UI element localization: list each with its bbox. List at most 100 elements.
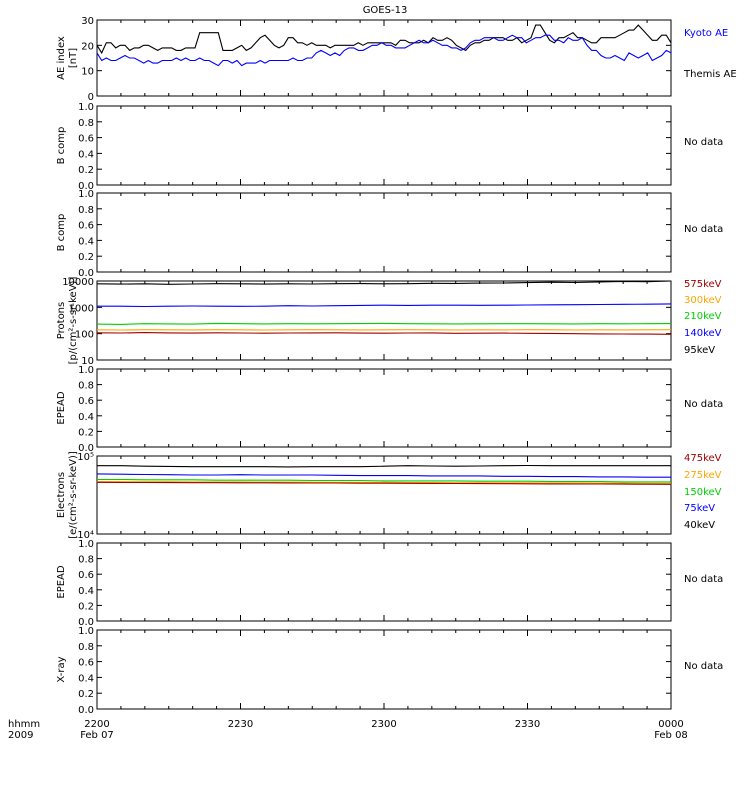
panel-8: 0.0 0.2 0.4 0.6 0.8 1.0 X-ray No data bbox=[56, 626, 723, 716]
x-tick-label: 2200 bbox=[84, 719, 109, 730]
y-axis-label: X-ray bbox=[56, 656, 67, 682]
y-tick-label: 30 bbox=[81, 16, 94, 27]
panel-1: 0 10 20 30 AE index [nT] Kyoto AE Themis AE bbox=[56, 16, 737, 103]
y-tick-label: 0.8 bbox=[78, 205, 94, 216]
legend-entry: Themis AE bbox=[683, 69, 737, 80]
y-axis-label-units: [p/(cm²-s-sr-keV)] bbox=[68, 277, 79, 365]
series-line-themis-ae bbox=[96, 24, 672, 55]
y-tick-label: 0.2 bbox=[78, 252, 94, 263]
y-axis-label: Protons bbox=[56, 302, 67, 339]
y-tick-label: 0.4 bbox=[78, 673, 94, 684]
series-line-575kev bbox=[96, 332, 672, 335]
series-line-75kev bbox=[96, 473, 671, 478]
series-line-150kev bbox=[97, 478, 671, 483]
series-line-140kev bbox=[97, 303, 672, 308]
y-tick-label: 0.8 bbox=[78, 381, 94, 392]
x-tick-label: 2300 bbox=[371, 719, 396, 730]
y-tick-label: 10⁴ bbox=[77, 530, 94, 541]
y-tick-label: 0.4 bbox=[78, 236, 94, 247]
x-tick-label: 0000 bbox=[658, 719, 683, 730]
x-tick-date-label: Feb 08 bbox=[654, 730, 688, 741]
y-tick-label: 0.4 bbox=[78, 586, 94, 597]
panel-2: 0.0 0.2 0.4 0.6 0.8 1.0 B comp No data bbox=[56, 102, 723, 192]
time-axis-label-hhmm: hhmm bbox=[8, 719, 40, 730]
y-tick-label: 100 bbox=[75, 330, 94, 341]
series-line-275kev bbox=[97, 481, 671, 484]
y-axis-label: B comp bbox=[56, 214, 67, 252]
y-tick-label: 10 bbox=[81, 356, 94, 367]
panel-4: 10 100 1000 10000 Protons [p/(cm²-s-sr-keV)] 5… bbox=[56, 277, 722, 367]
legend-entry: 275keV bbox=[684, 470, 722, 481]
panel-frame bbox=[96, 455, 672, 535]
y-tick-label: 1.0 bbox=[78, 626, 94, 637]
legend-entry: No data bbox=[684, 399, 723, 410]
panel-frame bbox=[96, 542, 672, 622]
y-axis-label: EPEAD bbox=[56, 565, 67, 599]
series-line-210kev bbox=[96, 322, 672, 325]
y-tick-label: 0.0 bbox=[78, 443, 94, 454]
panel-frame bbox=[96, 105, 672, 186]
time-axis-label-year: 2009 bbox=[8, 730, 33, 741]
series-line-40kev bbox=[97, 464, 671, 468]
y-tick-label: 0.6 bbox=[78, 396, 94, 407]
x-tick-label: 2230 bbox=[228, 719, 253, 730]
y-tick-label: 0.2 bbox=[78, 165, 94, 176]
y-axis-label: EPEAD bbox=[56, 391, 67, 425]
legend-entry: 210keV bbox=[684, 311, 722, 322]
legend-entry: No data bbox=[684, 661, 723, 672]
legend-entry: 40keV bbox=[684, 520, 715, 531]
y-tick-label: 0.2 bbox=[78, 427, 94, 438]
y-axis-label-units: [e/(cm²-s-sr-keV)] bbox=[68, 451, 79, 539]
legend-entry: No data bbox=[684, 574, 723, 585]
y-axis-label-units: [nT] bbox=[68, 48, 79, 68]
legend-entry: 150keV bbox=[684, 487, 722, 498]
legend-entry: No data bbox=[684, 224, 723, 235]
panel-frame bbox=[96, 19, 672, 97]
y-tick-label: 0.2 bbox=[78, 689, 94, 700]
y-axis-label: B comp bbox=[56, 127, 67, 165]
y-tick-label: 0 bbox=[88, 92, 94, 103]
y-tick-label: 0.0 bbox=[78, 181, 94, 192]
y-tick-label: 0.0 bbox=[78, 268, 94, 279]
y-tick-label: 0.0 bbox=[78, 617, 94, 628]
legend-entry: 575keV bbox=[684, 279, 722, 290]
y-tick-label: 1.0 bbox=[78, 539, 94, 550]
y-tick-label: 0.6 bbox=[78, 221, 94, 232]
legend-entry: 75keV bbox=[684, 503, 715, 514]
y-tick-label: 0.6 bbox=[78, 570, 94, 581]
panel-3: 0.0 0.2 0.4 0.6 0.8 1.0 B comp No data bbox=[56, 189, 723, 279]
legend-entry: 300keV bbox=[684, 295, 722, 306]
panel-frame bbox=[96, 280, 672, 361]
x-tick-label: 2330 bbox=[515, 719, 540, 730]
y-tick-label: 0.8 bbox=[78, 118, 94, 129]
legend-entry: 95keV bbox=[684, 345, 715, 356]
y-tick-label: 0.8 bbox=[78, 642, 94, 653]
legend-entry: 140keV bbox=[684, 328, 722, 339]
y-tick-label: 1.0 bbox=[78, 365, 94, 376]
y-tick-label: 0.0 bbox=[78, 705, 94, 716]
y-tick-label: 0.2 bbox=[78, 601, 94, 612]
y-tick-label: 10 bbox=[81, 67, 94, 78]
legend-entry: No data bbox=[684, 137, 723, 148]
y-tick-label: 0.8 bbox=[78, 555, 94, 566]
panel-frame bbox=[96, 368, 672, 448]
panel-frame bbox=[96, 629, 672, 710]
panel-frame bbox=[96, 192, 672, 273]
y-axis-label: AE index bbox=[56, 36, 67, 80]
y-tick-label: 0.4 bbox=[78, 149, 94, 160]
y-tick-label: 1.0 bbox=[78, 189, 94, 200]
x-tick-date-label: Feb 07 bbox=[80, 730, 114, 741]
series-line-95kev bbox=[96, 280, 672, 285]
y-tick-label: 0.4 bbox=[78, 412, 94, 423]
legend-entry: 475keV bbox=[684, 453, 722, 464]
y-tick-label: 10⁵ bbox=[77, 452, 94, 463]
legend-entry: Kyoto AE bbox=[684, 28, 728, 39]
y-tick-label: 1000 bbox=[69, 303, 94, 314]
y-axis-label: Electrons bbox=[56, 472, 67, 518]
y-tick-label: 20 bbox=[81, 41, 94, 52]
panel-5: 0.0 0.2 0.4 0.6 0.8 1.0 EPEAD No data bbox=[56, 365, 723, 454]
plot-title: GOES-13 bbox=[363, 5, 408, 16]
